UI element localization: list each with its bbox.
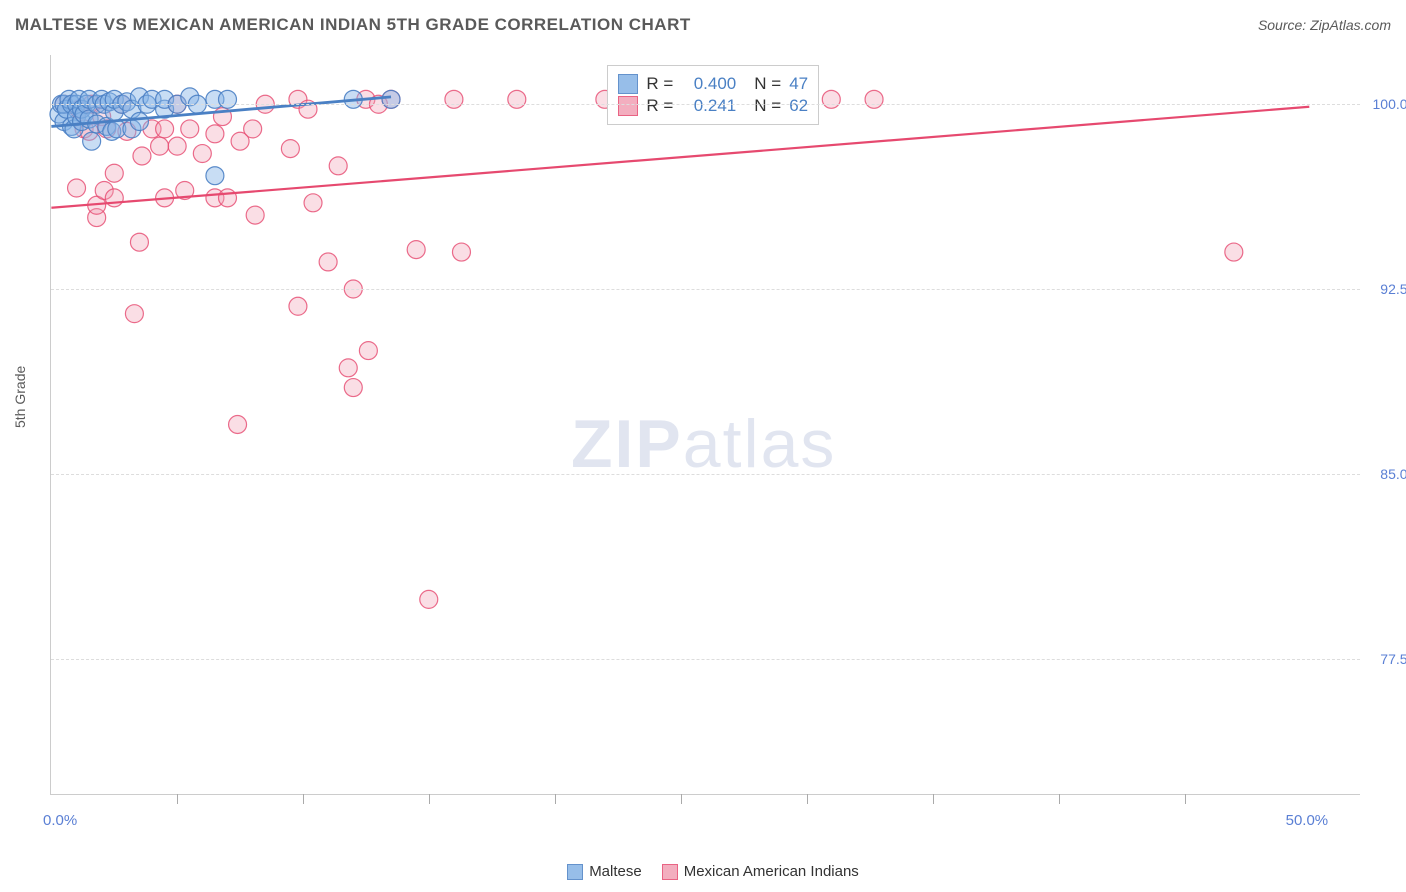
scatter-point [168,137,186,155]
x-tick [681,794,682,804]
y-tick-label: 77.5% [1380,651,1406,667]
scatter-point [452,243,470,261]
scatter-point [339,359,357,377]
gridline [51,659,1360,660]
scatter-point [344,379,362,397]
x-tick [555,794,556,804]
scatter-point [193,145,211,163]
scatter-point [445,90,463,108]
legend-swatch [618,96,638,116]
legend-correlation-row: R = 0.400 N = 47 [618,74,808,94]
scatter-point [130,233,148,251]
scatter-point [246,206,264,224]
gridline [51,289,1360,290]
scatter-point [420,590,438,608]
scatter-point [1225,243,1243,261]
chart-header: MALTESE VS MEXICAN AMERICAN INDIAN 5TH G… [15,15,1391,35]
scatter-point [329,157,347,175]
legend-label: Mexican American Indians [684,863,859,880]
legend-n-label: N = [754,96,781,116]
scatter-point [68,179,86,197]
legend-r-value: 0.400 [681,74,736,94]
x-tick [807,794,808,804]
chart-title: MALTESE VS MEXICAN AMERICAN INDIAN 5TH G… [15,15,691,35]
scatter-point [319,253,337,271]
gridline [51,474,1360,475]
legend-swatch [618,74,638,94]
scatter-point [151,137,169,155]
legend-swatch [662,864,678,880]
legend-r-value: 0.241 [681,96,736,116]
scatter-point [304,194,322,212]
x-tick [429,794,430,804]
legend-correlation-row: R = 0.241 N = 62 [618,96,808,116]
chart-source: Source: ZipAtlas.com [1258,17,1391,33]
scatter-point [181,120,199,138]
x-tick [1059,794,1060,804]
scatter-point [229,416,247,434]
legend-correlation: R = 0.400 N = 47 R = 0.241 N = 62 [607,65,819,125]
scatter-point [206,125,224,143]
scatter-point [219,189,237,207]
scatter-point [206,167,224,185]
legend-series: Maltese Mexican American Indians [0,863,1406,880]
plot-area: ZIPatlas R =0.400N =47R =0.241N =62 100.… [50,55,1360,795]
legend-r-label: R = [646,96,673,116]
x-tick-label: 0.0% [43,812,77,829]
scatter-point [130,113,148,131]
x-tick [177,794,178,804]
x-tick [1185,794,1186,804]
chart-container: MALTESE VS MEXICAN AMERICAN INDIAN 5TH G… [0,0,1406,892]
scatter-point [508,90,526,108]
scatter-point [407,241,425,259]
x-tick-label: 50.0% [1286,812,1329,829]
legend-n-label: N = [754,74,781,94]
scatter-point [125,305,143,323]
x-tick [303,794,304,804]
legend-label: Maltese [589,863,642,880]
legend-n-value: 47 [789,74,808,94]
y-tick-label: 85.0% [1380,466,1406,482]
legend-n-value: 62 [789,96,808,116]
scatter-point [156,120,174,138]
y-axis-label: 5th Grade [12,366,28,428]
scatter-point [244,120,262,138]
scatter-point [289,297,307,315]
scatter-point [865,90,883,108]
x-tick [933,794,934,804]
scatter-point [382,90,400,108]
scatter-point [83,132,101,150]
scatter-point [219,90,237,108]
y-tick-label: 100.0% [1373,96,1406,112]
chart-svg [51,55,1360,794]
legend-swatch [567,864,583,880]
y-tick-label: 92.5% [1380,281,1406,297]
scatter-point [105,164,123,182]
scatter-point [281,140,299,158]
legend-r-label: R = [646,74,673,94]
scatter-point [133,147,151,165]
gridline [51,104,1360,105]
scatter-point [359,342,377,360]
scatter-point [822,90,840,108]
